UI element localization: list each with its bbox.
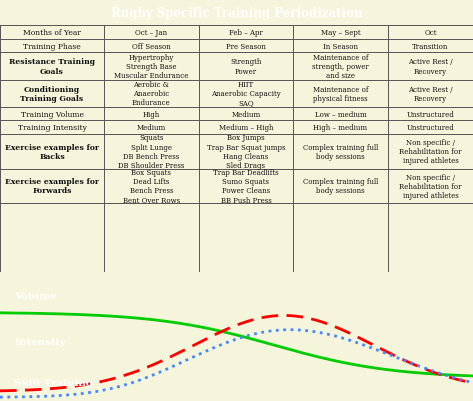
Text: Exercise examples for
Backs: Exercise examples for Backs xyxy=(5,143,99,160)
Text: Pre Season: Pre Season xyxy=(226,43,266,51)
Text: Training Intensity: Training Intensity xyxy=(18,124,87,132)
Text: High – medium: High – medium xyxy=(314,124,368,132)
Text: Oct – Jan: Oct – Jan xyxy=(135,29,167,37)
Text: Skill Training: Skill Training xyxy=(14,379,93,387)
Text: Rugby Specific Training Periodization: Rugby Specific Training Periodization xyxy=(111,6,362,20)
Text: Complex training full
body sessions: Complex training full body sessions xyxy=(303,143,378,160)
Text: Non specific /
Rehabilitation for
injured athletes: Non specific / Rehabilitation for injure… xyxy=(399,139,462,165)
Text: Conditioning
Training Goals: Conditioning Training Goals xyxy=(20,85,84,103)
Text: Off Season: Off Season xyxy=(132,43,171,51)
Text: Trap Bar Deadlifts
Sumo Squats
Power Cleans
BB Push Press: Trap Bar Deadlifts Sumo Squats Power Cle… xyxy=(213,168,279,204)
Text: Feb – Apr: Feb – Apr xyxy=(229,29,263,37)
Text: HIIT
Anaerobic Capacity
SAQ: HIIT Anaerobic Capacity SAQ xyxy=(211,81,281,107)
Text: Aerobic &
Anaerobic
Endurance: Aerobic & Anaerobic Endurance xyxy=(132,81,171,107)
Text: Strength
Power: Strength Power xyxy=(230,58,262,75)
Text: Hypertrophy
Strength Base
Muscular Endurance: Hypertrophy Strength Base Muscular Endur… xyxy=(114,54,189,80)
Text: Active Rest /
Recovery: Active Rest / Recovery xyxy=(408,85,453,103)
Text: Unstructured: Unstructured xyxy=(407,110,454,118)
Text: Maintenance of
physical fitness: Maintenance of physical fitness xyxy=(313,85,368,103)
Text: In Season: In Season xyxy=(323,43,358,51)
Text: Medium – High: Medium – High xyxy=(219,124,273,132)
Text: Training Phase: Training Phase xyxy=(23,43,81,51)
Text: Months of Year: Months of Year xyxy=(23,29,81,37)
Text: May – Sept: May – Sept xyxy=(321,29,360,37)
Text: Medium: Medium xyxy=(137,124,166,132)
Text: Transition: Transition xyxy=(412,43,448,51)
Text: Low – medium: Low – medium xyxy=(315,110,367,118)
Text: Box Jumps
Trap Bar Squat jumps
Hang Cleans
Sled Drags: Box Jumps Trap Bar Squat jumps Hang Clea… xyxy=(207,134,285,170)
Text: Unstructured: Unstructured xyxy=(407,124,454,132)
Text: Oct: Oct xyxy=(424,29,437,37)
Text: Resistance Training
Goals: Resistance Training Goals xyxy=(9,58,95,75)
Text: Intensity: Intensity xyxy=(14,338,66,346)
Text: Active Rest /
Recovery: Active Rest / Recovery xyxy=(408,58,453,75)
Text: Complex training full
body sessions: Complex training full body sessions xyxy=(303,178,378,195)
Text: Non specific /
Rehabilitation for
injured athletes: Non specific / Rehabilitation for injure… xyxy=(399,173,462,200)
Text: Training Volume: Training Volume xyxy=(20,110,84,118)
Text: Exercise examples for
Forwards: Exercise examples for Forwards xyxy=(5,178,99,195)
Text: Medium: Medium xyxy=(231,110,261,118)
Text: Squats
Split Lunge
DB Bench Press
DB Shoulder Press: Squats Split Lunge DB Bench Press DB Sho… xyxy=(118,134,184,170)
Text: High: High xyxy=(143,110,160,118)
Text: Volume: Volume xyxy=(14,291,57,300)
Text: Maintenance of
strength, power
and size: Maintenance of strength, power and size xyxy=(312,54,369,80)
Text: Box Squats
Dead Lifts
Bench Press
Bent Over Rows: Box Squats Dead Lifts Bench Press Bent O… xyxy=(123,168,180,204)
